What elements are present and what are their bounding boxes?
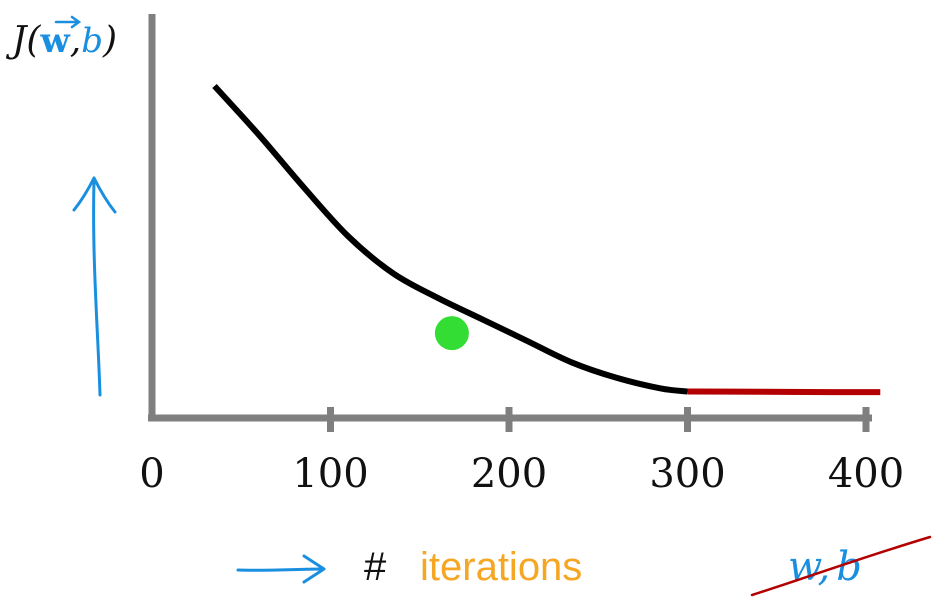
- x-tick-label-400: 400: [828, 451, 904, 497]
- y-label-b: b: [81, 21, 103, 61]
- cost-curve-flat-line: [687, 388, 881, 396]
- x-tick-label-200: 200: [471, 451, 547, 497]
- highlight-point: [434, 316, 469, 351]
- y-label-prefix: J(: [5, 20, 41, 61]
- vector-arrow-icon: [54, 15, 82, 29]
- y-label-comma: ,: [70, 20, 81, 61]
- x-tick-label-0: 0: [139, 451, 164, 497]
- x-tick-label-300: 300: [649, 451, 725, 497]
- axes: [148, 14, 872, 422]
- y-label-suffix: ): [102, 20, 117, 61]
- x-label-iterations: iterations: [420, 545, 582, 589]
- x-label-hash: #: [364, 545, 387, 589]
- y-axis-label: J(w,b): [5, 20, 117, 61]
- x-axis-ticks: [327, 407, 870, 432]
- series-group: [212, 83, 881, 396]
- crossed-wb-annotation: w, b: [788, 544, 862, 590]
- cost-curve-line: [212, 83, 688, 395]
- x-axis-tick-labels: 0 100 200 300 400: [139, 451, 904, 497]
- x-tick-label-100: 100: [292, 451, 368, 497]
- strike-through-line: [750, 535, 932, 597]
- right-arrow-icon: [236, 554, 326, 584]
- up-arrow-icon: [72, 176, 117, 397]
- crossed-comma: ,: [818, 544, 831, 590]
- y-label-w: w: [39, 21, 70, 61]
